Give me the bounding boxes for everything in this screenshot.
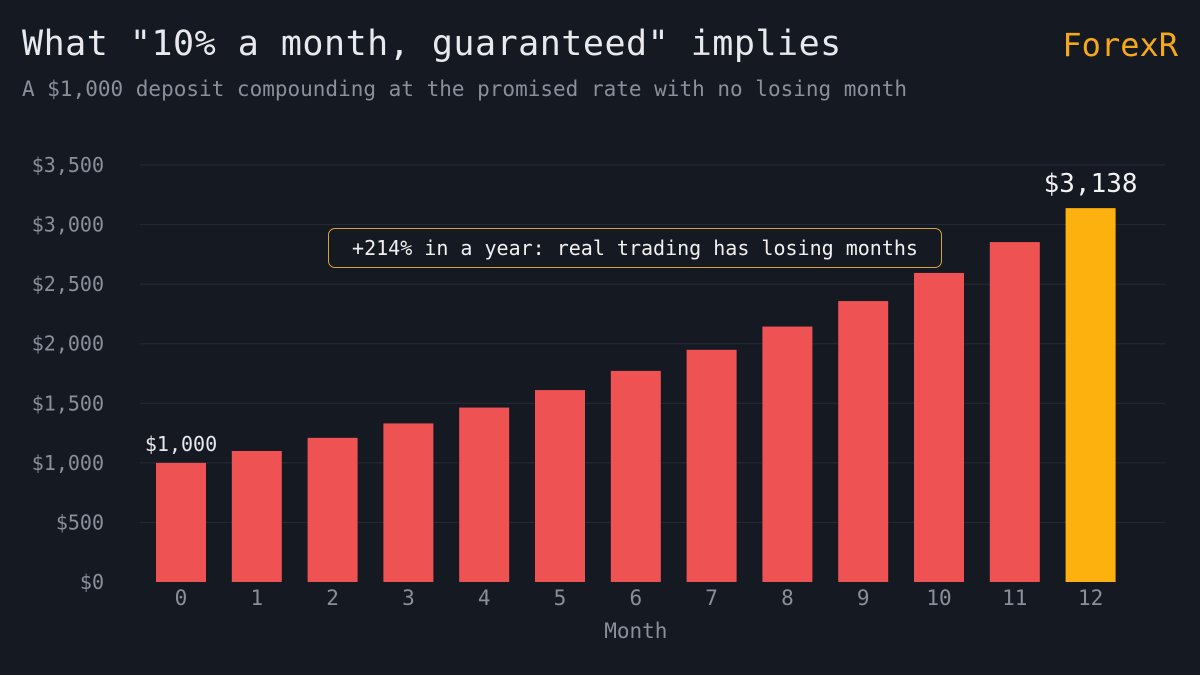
x-tick-label: 11 <box>1002 586 1027 610</box>
y-axis-ticks: $0 $500 $1,000 $1,500 $2,000 $2,500 $3,000 $3,5… <box>32 153 104 594</box>
x-tick-label: 12 <box>1078 586 1103 610</box>
data-label: $3,138 <box>1044 169 1138 199</box>
y-tick-label: $1,000 <box>32 451 104 475</box>
x-tick-label: 6 <box>629 586 642 610</box>
y-tick-label: $0 <box>80 570 104 594</box>
y-tick-label: $1,500 <box>32 391 104 415</box>
x-tick-label: 9 <box>857 586 870 610</box>
x-tick-label: 7 <box>705 586 718 610</box>
bar-month-8 <box>762 326 813 582</box>
x-tick-label: 3 <box>402 586 415 610</box>
bar-month-6 <box>610 370 661 582</box>
x-axis-ticks: 0 1 2 3 4 5 6 7 8 9 10 11 12 <box>175 586 1104 610</box>
bar-month-12 <box>1065 208 1116 583</box>
annotation-callout: +214% in a year: real trading has losing… <box>328 228 942 268</box>
bar-month-4 <box>459 407 510 582</box>
brand-logo: ForexR <box>1062 26 1178 64</box>
bar-month-0 <box>156 462 206 582</box>
x-tick-label: 0 <box>175 586 188 610</box>
bar-month-3 <box>383 423 434 582</box>
x-axis-label: Month <box>604 619 667 643</box>
y-tick-label: $2,500 <box>32 272 104 296</box>
bar-month-7 <box>686 349 737 582</box>
bar-month-1 <box>231 450 282 582</box>
x-tick-label: 10 <box>926 586 951 610</box>
x-tick-label: 2 <box>326 586 339 610</box>
bar-month-2 <box>307 437 358 582</box>
chart-subtitle: A $1,000 deposit compounding at the prom… <box>22 77 908 101</box>
bar-month-11 <box>989 242 1040 582</box>
data-labels: $1,000 $3,138 <box>145 169 1138 456</box>
bar-month-5 <box>535 390 585 582</box>
x-tick-label: 1 <box>250 586 263 610</box>
data-label: $1,000 <box>145 432 217 456</box>
x-tick-label: 5 <box>554 586 567 610</box>
x-tick-label: 4 <box>478 586 491 610</box>
bars <box>156 208 1116 583</box>
x-tick-label: 8 <box>781 586 794 610</box>
y-tick-label: $2,000 <box>32 332 104 356</box>
y-tick-label: $500 <box>56 510 104 534</box>
chart-title: What "10% a month, guaranteed" implies <box>22 24 842 64</box>
y-tick-label: $3,500 <box>32 153 104 177</box>
bar-month-10 <box>914 272 964 582</box>
y-tick-label: $3,000 <box>32 213 104 237</box>
bar-month-9 <box>838 301 889 582</box>
